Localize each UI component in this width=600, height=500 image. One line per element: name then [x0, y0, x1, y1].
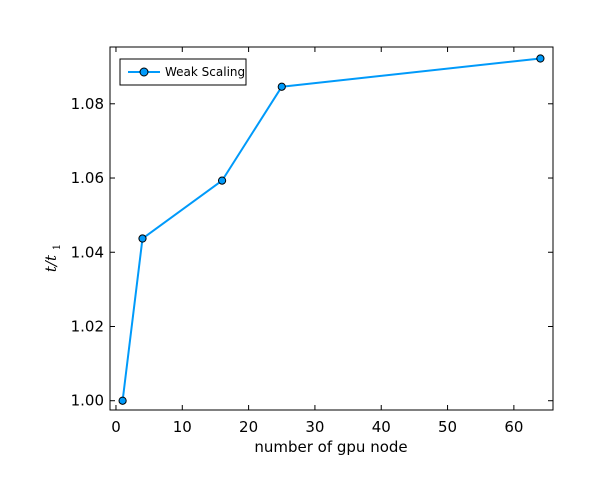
axes: 0 10 20 30 40 50 60 1.00 1.02 1.04 1.06 1.08	[71, 47, 553, 436]
data-point	[217, 176, 227, 185]
x-tick-label: 10	[173, 418, 192, 436]
data-point	[277, 82, 286, 91]
legend: Weak Scaling	[119, 58, 247, 86]
x-tick-label: 0	[111, 418, 121, 436]
plot-area	[109, 46, 554, 411]
legend-marker	[139, 67, 149, 77]
y-tick-label: 1.06	[71, 169, 104, 187]
x-tick-label: 60	[504, 418, 523, 436]
y-axis-label-main: t/t	[42, 254, 60, 272]
y-tick-label: 1.02	[71, 317, 104, 335]
series-layer	[118, 54, 545, 405]
x-tick-label: 50	[438, 418, 457, 436]
y-axis-label-subscript: 1	[52, 244, 63, 250]
x-tick-label: 40	[372, 418, 391, 436]
y-axis-label: t/t 1	[42, 244, 63, 272]
x-tick-label: 20	[239, 418, 258, 436]
y-tick-label: 1.00	[71, 392, 104, 410]
y-tick-label: 1.08	[71, 95, 104, 113]
legend-label: Weak Scaling	[165, 65, 245, 79]
plot-frame	[109, 46, 554, 411]
x-tick-label: 30	[305, 418, 324, 436]
data-point	[536, 54, 545, 63]
y-tick-label: 1.04	[71, 243, 104, 261]
data-point	[138, 234, 147, 243]
x-axis-label: number of gpu node	[254, 438, 407, 456]
data-point	[118, 396, 127, 405]
